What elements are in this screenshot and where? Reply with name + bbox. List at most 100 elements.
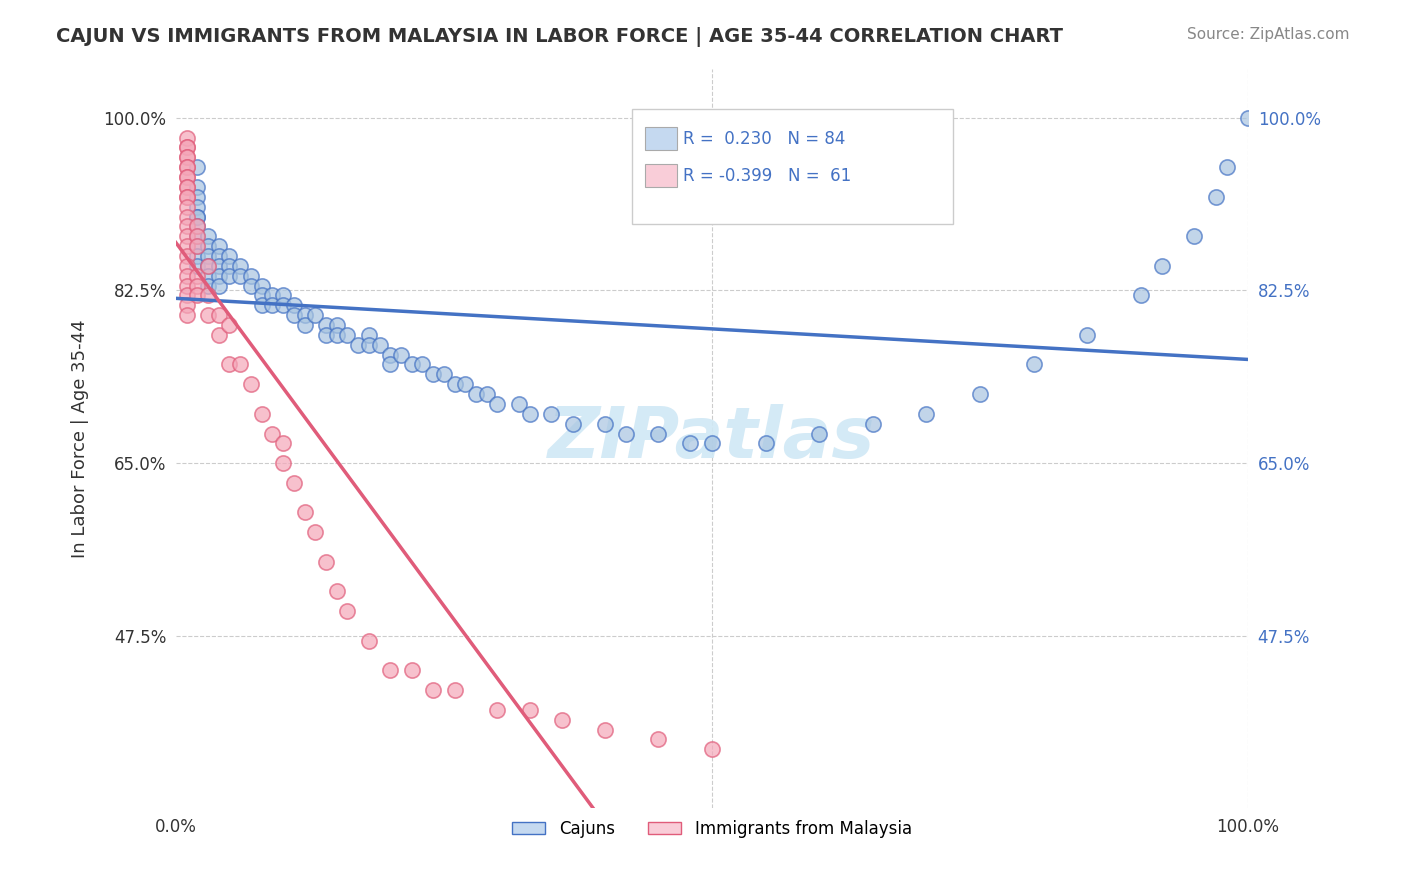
Point <box>176 190 198 204</box>
Point <box>443 683 465 698</box>
Point <box>315 327 337 342</box>
Point <box>551 713 574 727</box>
Point <box>239 268 262 283</box>
Point <box>176 160 198 174</box>
Point <box>250 278 273 293</box>
Point <box>197 229 219 244</box>
Point <box>186 190 208 204</box>
Point <box>271 436 294 450</box>
Point <box>250 407 273 421</box>
Point <box>262 288 284 302</box>
Point <box>218 249 240 263</box>
Point <box>593 417 616 431</box>
Point <box>186 180 208 194</box>
Point <box>283 475 305 490</box>
Point <box>197 259 219 273</box>
Point <box>443 377 465 392</box>
Point <box>754 436 776 450</box>
Point <box>969 387 991 401</box>
Point <box>294 318 316 332</box>
Point <box>262 426 284 441</box>
Point <box>176 130 198 145</box>
Legend: Cajuns, Immigrants from Malaysia: Cajuns, Immigrants from Malaysia <box>505 814 918 845</box>
Point <box>176 140 198 154</box>
Point <box>283 298 305 312</box>
Point <box>614 426 637 441</box>
Point <box>176 169 198 184</box>
Point <box>486 703 509 717</box>
Point <box>593 723 616 737</box>
Point <box>186 268 208 283</box>
Point <box>271 298 294 312</box>
Point <box>197 249 219 263</box>
Point <box>176 249 198 263</box>
Point <box>380 663 402 677</box>
Point <box>176 298 198 312</box>
Point <box>250 298 273 312</box>
Point <box>422 368 444 382</box>
Point <box>218 268 240 283</box>
Point <box>315 318 337 332</box>
Point <box>294 506 316 520</box>
Point <box>347 337 370 351</box>
Point <box>1182 229 1205 244</box>
Point <box>465 387 488 401</box>
Point <box>325 584 347 599</box>
Point <box>176 308 198 322</box>
Point <box>176 229 198 244</box>
Point <box>186 200 208 214</box>
Point <box>250 288 273 302</box>
Point <box>380 358 402 372</box>
Point <box>271 456 294 470</box>
Point <box>475 387 498 401</box>
Point <box>186 239 208 253</box>
Point <box>540 407 562 421</box>
Point <box>1215 160 1237 174</box>
FancyBboxPatch shape <box>645 164 676 187</box>
Point <box>304 308 326 322</box>
Point <box>197 239 219 253</box>
Point <box>262 298 284 312</box>
Text: CAJUN VS IMMIGRANTS FROM MALAYSIA IN LABOR FORCE | AGE 35-44 CORRELATION CHART: CAJUN VS IMMIGRANTS FROM MALAYSIA IN LAB… <box>56 27 1063 46</box>
Point <box>186 229 208 244</box>
Point <box>186 239 208 253</box>
Point <box>411 358 433 372</box>
Point <box>176 219 198 234</box>
Point <box>176 278 198 293</box>
Point <box>325 327 347 342</box>
Point <box>422 683 444 698</box>
Text: R = -0.399   N =  61: R = -0.399 N = 61 <box>683 167 851 185</box>
Point <box>176 180 198 194</box>
Point <box>176 160 198 174</box>
Point <box>218 318 240 332</box>
Point <box>1152 259 1174 273</box>
Point <box>519 703 541 717</box>
Point <box>325 318 347 332</box>
Point <box>186 249 208 263</box>
Point <box>915 407 938 421</box>
Point <box>380 348 402 362</box>
Point <box>208 268 231 283</box>
Point <box>197 308 219 322</box>
Point <box>647 426 669 441</box>
Point <box>197 268 219 283</box>
Text: ZIPatlas: ZIPatlas <box>548 404 876 473</box>
Point <box>176 200 198 214</box>
Point <box>357 633 380 648</box>
Point <box>389 348 412 362</box>
Point <box>336 604 359 618</box>
Point <box>208 308 231 322</box>
Point <box>239 278 262 293</box>
Point <box>218 358 240 372</box>
Point <box>176 268 198 283</box>
Point <box>186 160 208 174</box>
Point <box>197 288 219 302</box>
Point <box>176 150 198 164</box>
Point <box>862 417 884 431</box>
Text: Source: ZipAtlas.com: Source: ZipAtlas.com <box>1187 27 1350 42</box>
Point <box>186 278 208 293</box>
Point <box>176 239 198 253</box>
Point <box>208 278 231 293</box>
Point <box>401 358 423 372</box>
FancyBboxPatch shape <box>645 127 676 150</box>
